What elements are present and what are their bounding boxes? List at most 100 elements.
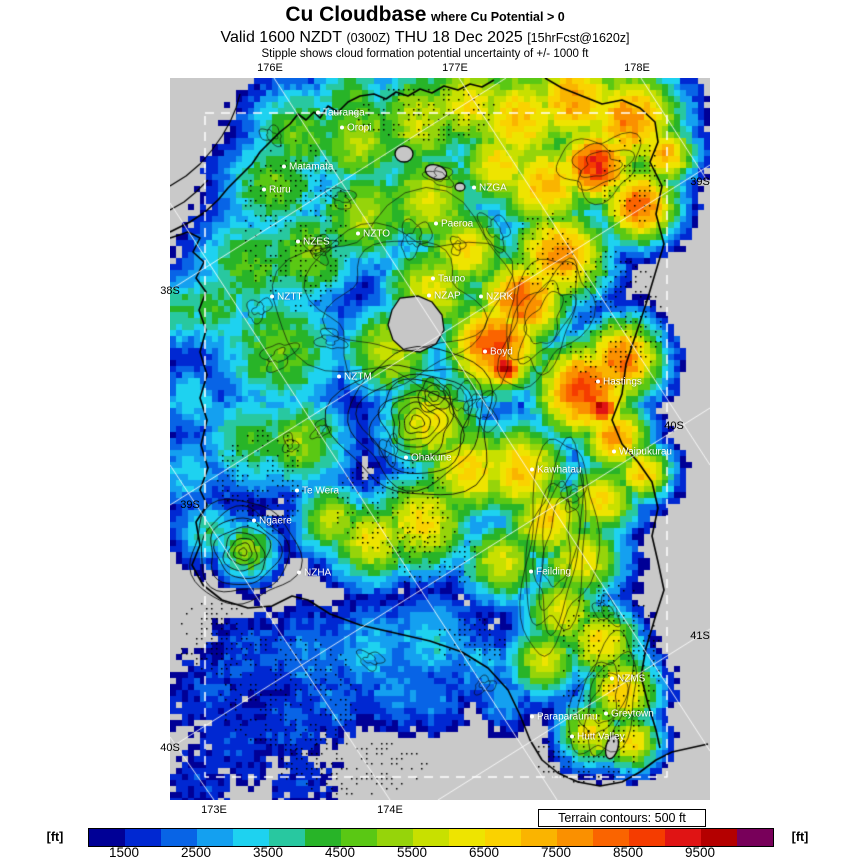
station-dot-icon bbox=[337, 374, 341, 379]
station-dot-icon bbox=[262, 187, 266, 192]
station-dot-icon bbox=[282, 164, 286, 169]
graticule-label: 177E bbox=[442, 62, 468, 74]
colorbar-segment bbox=[557, 829, 593, 846]
station-dot-icon bbox=[316, 110, 320, 115]
colorbar-segment bbox=[521, 829, 557, 846]
colorbar-segment bbox=[449, 829, 485, 846]
graticule-label: 174E bbox=[377, 804, 403, 816]
station-dot-icon bbox=[434, 221, 438, 226]
station-label: NZAP bbox=[427, 291, 461, 302]
station-label: NZRK bbox=[479, 292, 513, 303]
graticule-label: 38S bbox=[160, 285, 180, 297]
station-label: Hastings bbox=[596, 377, 642, 388]
unit-label-left: [ft] bbox=[46, 830, 64, 844]
colorbar-tick-label: 2500 bbox=[180, 845, 212, 860]
station-dot-icon bbox=[483, 349, 487, 354]
station-label: Ngaere bbox=[252, 516, 292, 527]
colorbar-segment bbox=[593, 829, 629, 846]
colorbar bbox=[88, 828, 774, 847]
station-label: Feilding bbox=[529, 567, 571, 578]
station-dot-icon bbox=[404, 455, 408, 460]
colorbar-tick-label: 7500 bbox=[540, 845, 572, 860]
valid-fcst: [15hrFcst@1620z] bbox=[527, 31, 630, 45]
colorbar-segment bbox=[377, 829, 413, 846]
station-label: Waipukurau bbox=[612, 447, 672, 458]
valid-zulu: (0300Z) bbox=[346, 31, 391, 45]
colorbar-segment bbox=[413, 829, 449, 846]
colorbar-segment bbox=[233, 829, 269, 846]
colorbar-segment bbox=[89, 829, 125, 846]
graticule-label: 39S bbox=[180, 499, 200, 511]
terrain-contours-note: Terrain contours: 500 ft bbox=[538, 809, 706, 827]
header: Cu Cloudbase where Cu Potential > 0 Vali… bbox=[0, 0, 850, 60]
colorbar-segment bbox=[485, 829, 521, 846]
station-dot-icon bbox=[529, 569, 533, 574]
station-label: Te Wera bbox=[295, 486, 339, 497]
colorbar-tick-label: 1500 bbox=[108, 845, 140, 860]
title-qualifier: where Cu Potential > 0 bbox=[430, 10, 565, 24]
graticule-label: 40S bbox=[664, 420, 684, 432]
page-title: Cu Cloudbase bbox=[285, 3, 427, 26]
station-dot-icon bbox=[297, 570, 301, 575]
colorbar-tick-label: 6500 bbox=[468, 845, 500, 860]
station-label: NZHA bbox=[297, 568, 331, 579]
station-label: Oropi bbox=[340, 123, 371, 134]
station-label: NZGA bbox=[472, 183, 507, 194]
valid-prefix: Valid 1600 NZDT bbox=[220, 29, 342, 46]
title-line: Cu Cloudbase where Cu Potential > 0 bbox=[0, 3, 850, 27]
colorbar-segment bbox=[161, 829, 197, 846]
station-label: Paraparaumu bbox=[530, 712, 598, 723]
station-dot-icon bbox=[270, 294, 274, 299]
station-dot-icon bbox=[340, 125, 344, 130]
station-label: Tauranga bbox=[316, 108, 365, 119]
graticule-label: 41S bbox=[690, 630, 710, 642]
station-dot-icon bbox=[427, 293, 431, 298]
station-label: Boyd bbox=[483, 347, 513, 358]
station-label: Hutt Valley bbox=[570, 732, 625, 743]
valid-date: THU 18 Dec 2025 bbox=[394, 29, 523, 46]
station-dot-icon bbox=[610, 676, 614, 681]
stipple-subtitle: Stipple shows cloud formation potential … bbox=[261, 48, 589, 60]
station-dot-icon bbox=[596, 379, 600, 384]
station-dot-icon bbox=[612, 449, 616, 454]
station-label: NZTM bbox=[337, 372, 372, 383]
colorbar-tick-label: 3500 bbox=[252, 845, 284, 860]
station-dot-icon bbox=[295, 488, 299, 493]
station-label: Ruru bbox=[262, 185, 291, 196]
station-label: NZTO bbox=[356, 229, 390, 240]
station-dot-icon bbox=[479, 294, 483, 299]
colorbar-tick-label: 9500 bbox=[684, 845, 716, 860]
station-dot-icon bbox=[296, 239, 300, 244]
colorbar-tick-label: 5500 bbox=[396, 845, 428, 860]
station-label: NZTT bbox=[270, 292, 303, 303]
station-dot-icon bbox=[570, 734, 574, 739]
station-label: NZES bbox=[296, 237, 330, 248]
station-dot-icon bbox=[604, 711, 608, 716]
colorbar-segment bbox=[269, 829, 305, 846]
colorbar-segment bbox=[197, 829, 233, 846]
station-dot-icon bbox=[530, 714, 534, 719]
station-label: Greytown bbox=[604, 709, 654, 720]
graticule-label: 176E bbox=[257, 62, 283, 74]
station-dot-icon bbox=[356, 231, 360, 236]
station-label: Kawhatau bbox=[530, 465, 581, 476]
station-label: Ohakune bbox=[404, 453, 452, 464]
colorbar-segment bbox=[305, 829, 341, 846]
station-dot-icon bbox=[431, 276, 435, 281]
station-dot-icon bbox=[472, 185, 476, 190]
colorbar-segment bbox=[737, 829, 773, 846]
graticule-label: 40S bbox=[160, 742, 180, 754]
colorbar-segment bbox=[341, 829, 377, 846]
colorbar-tick-label: 8500 bbox=[612, 845, 644, 860]
forecast-map bbox=[170, 78, 710, 800]
colorbar-segment bbox=[665, 829, 701, 846]
graticule-label: 178E bbox=[624, 62, 650, 74]
station-label: Matamata bbox=[282, 162, 333, 173]
graticule-label: 173E bbox=[201, 804, 227, 816]
valid-line: Valid 1600 NZDT (0300Z) THU 18 Dec 2025 … bbox=[0, 29, 850, 47]
graticule-label: 39S bbox=[690, 176, 710, 188]
unit-label-right: [ft] bbox=[791, 830, 809, 844]
station-label: Paeroa bbox=[434, 219, 473, 230]
station-label: Taupo bbox=[431, 274, 465, 285]
